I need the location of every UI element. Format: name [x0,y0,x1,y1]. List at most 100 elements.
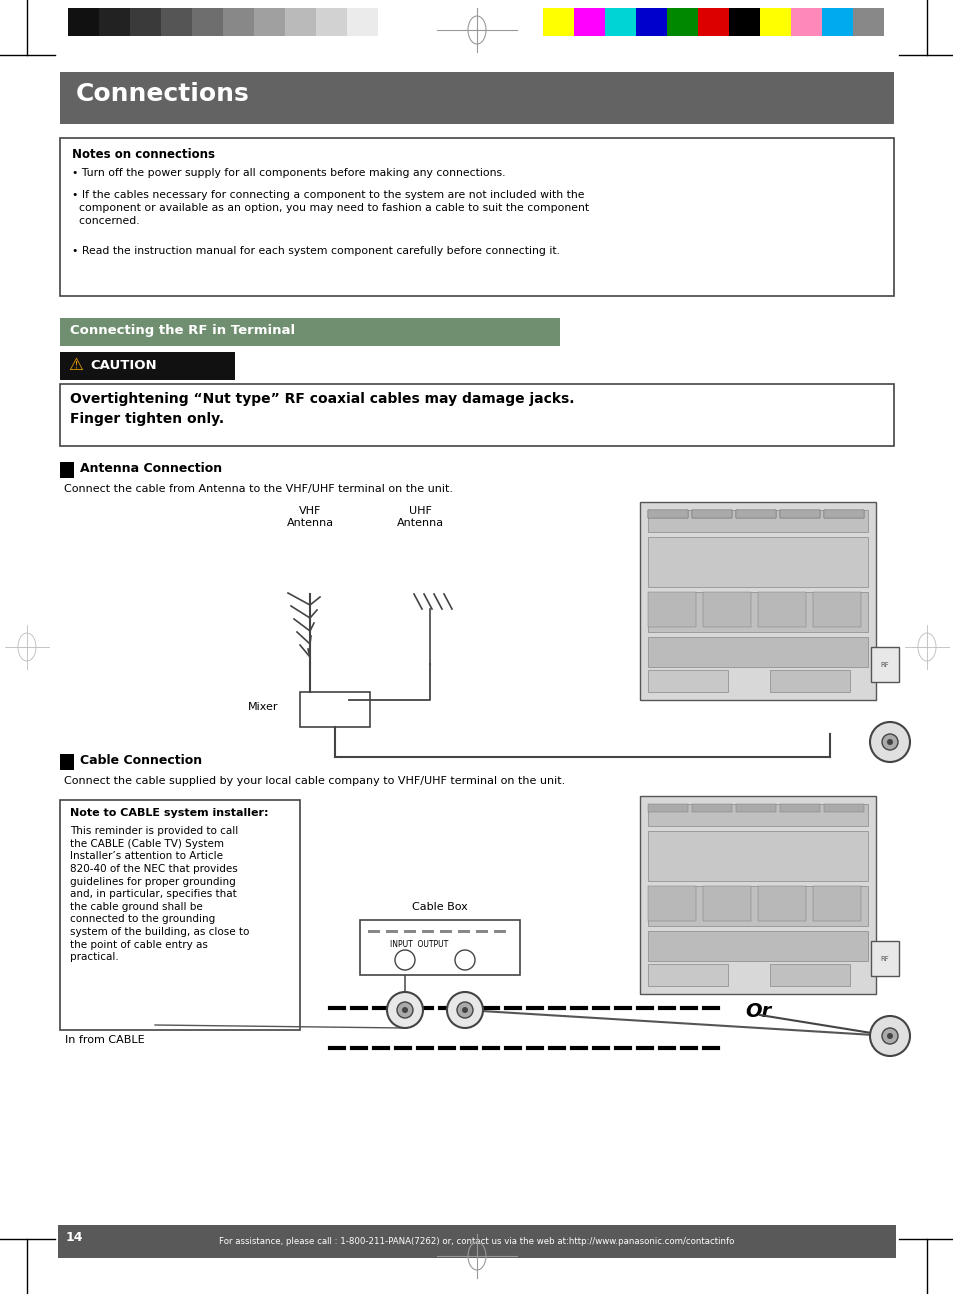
Bar [647,510,687,518]
Bar [403,930,416,933]
Text: In from CABLE: In from CABLE [65,1035,145,1046]
Bar [476,930,488,933]
Bar [647,510,687,518]
Bar [735,510,775,518]
Bar [780,804,820,813]
Bar [647,510,867,532]
Text: Cable Connection: Cable Connection [80,754,202,767]
Text: Or: Or [744,1002,770,1021]
Text: For assistance, please call : 1-800-211-PANA(7262) or, contact us via the web at: For assistance, please call : 1-800-211-… [219,1237,734,1246]
Text: Note to CABLE system installer:: Note to CABLE system installer: [70,807,268,818]
Bar [735,804,775,813]
Bar [647,886,696,921]
Text: RF: RF [880,663,888,668]
Bar [368,930,379,933]
Text: Connecting the RF in Terminal: Connecting the RF in Terminal [70,324,294,336]
Text: • Turn off the power supply for all components before making any connections.: • Turn off the power supply for all comp… [71,168,505,179]
Bar [636,8,666,36]
Circle shape [395,950,415,970]
Bar [223,8,253,36]
Bar [780,510,820,518]
Text: 14: 14 [66,1231,84,1244]
Bar [691,510,731,518]
Circle shape [461,1007,468,1013]
Circle shape [456,1002,473,1018]
Bar [758,591,805,628]
Bar [639,796,875,994]
Bar [691,510,731,518]
Circle shape [869,722,909,762]
Bar [647,831,867,881]
Bar [494,930,505,933]
Bar [870,941,898,976]
Text: Connect the cable from Antenna to the VHF/UHF terminal on the unit.: Connect the cable from Antenna to the VH… [64,484,453,494]
Bar [823,510,863,518]
Bar [698,8,728,36]
Bar [647,804,867,826]
Circle shape [882,734,897,751]
Circle shape [401,1007,408,1013]
Bar [421,930,434,933]
Bar [299,692,370,727]
Bar [60,800,299,1030]
Bar [647,886,867,927]
Bar [823,510,863,518]
Bar [790,8,821,36]
Bar [253,8,285,36]
Bar [647,804,687,813]
Text: • If the cables necessary for connecting a component to the system are not inclu: • If the cables necessary for connecting… [71,190,589,225]
Circle shape [387,992,422,1027]
Bar [728,8,760,36]
Bar [574,8,604,36]
Bar [542,8,574,36]
Bar [647,964,727,986]
Bar [735,510,775,518]
Text: Connections: Connections [76,82,250,106]
Bar [823,804,863,813]
Bar [812,886,861,921]
Bar [639,502,875,700]
Bar [68,8,99,36]
Bar [60,138,893,296]
Bar [780,510,820,518]
Text: Notes on connections: Notes on connections [71,148,214,160]
Bar [702,591,750,628]
Bar [691,510,731,518]
Bar [347,8,377,36]
Text: Cable Box: Cable Box [412,902,467,912]
Text: • Read the instruction manual for each system component carefully before connect: • Read the instruction manual for each s… [71,246,559,256]
Bar [60,384,893,446]
Text: Antenna Connection: Antenna Connection [80,462,222,475]
Bar [60,754,74,770]
Circle shape [455,950,475,970]
Bar [377,8,409,36]
Bar [821,8,852,36]
Text: CAUTION: CAUTION [90,358,156,371]
Text: ⚠: ⚠ [68,356,83,374]
Bar [647,591,696,628]
Bar [285,8,315,36]
Bar [769,670,849,692]
Bar [60,72,893,124]
Bar [780,510,820,518]
Text: Overtightening “Nut type” RF coaxial cables may damage jacks.
Finger tighten onl: Overtightening “Nut type” RF coaxial cab… [70,392,574,426]
Bar [647,510,687,518]
Bar [769,964,849,986]
Bar [60,352,234,380]
Circle shape [882,1027,897,1044]
Bar [60,462,74,477]
Bar [735,510,775,518]
Bar [58,1225,895,1258]
Text: This reminder is provided to call
the CABLE (Cable TV) System
Installer’s attent: This reminder is provided to call the CA… [70,826,249,963]
Bar [359,920,519,974]
Circle shape [886,739,892,745]
Text: UHF
Antenna: UHF Antenna [396,506,443,528]
Text: VHF
Antenna: VHF Antenna [286,506,334,528]
Bar [647,670,727,692]
Circle shape [869,1016,909,1056]
Text: Mixer: Mixer [248,703,278,712]
Bar [647,537,867,587]
Bar [812,591,861,628]
Bar [457,930,470,933]
Bar [315,8,347,36]
